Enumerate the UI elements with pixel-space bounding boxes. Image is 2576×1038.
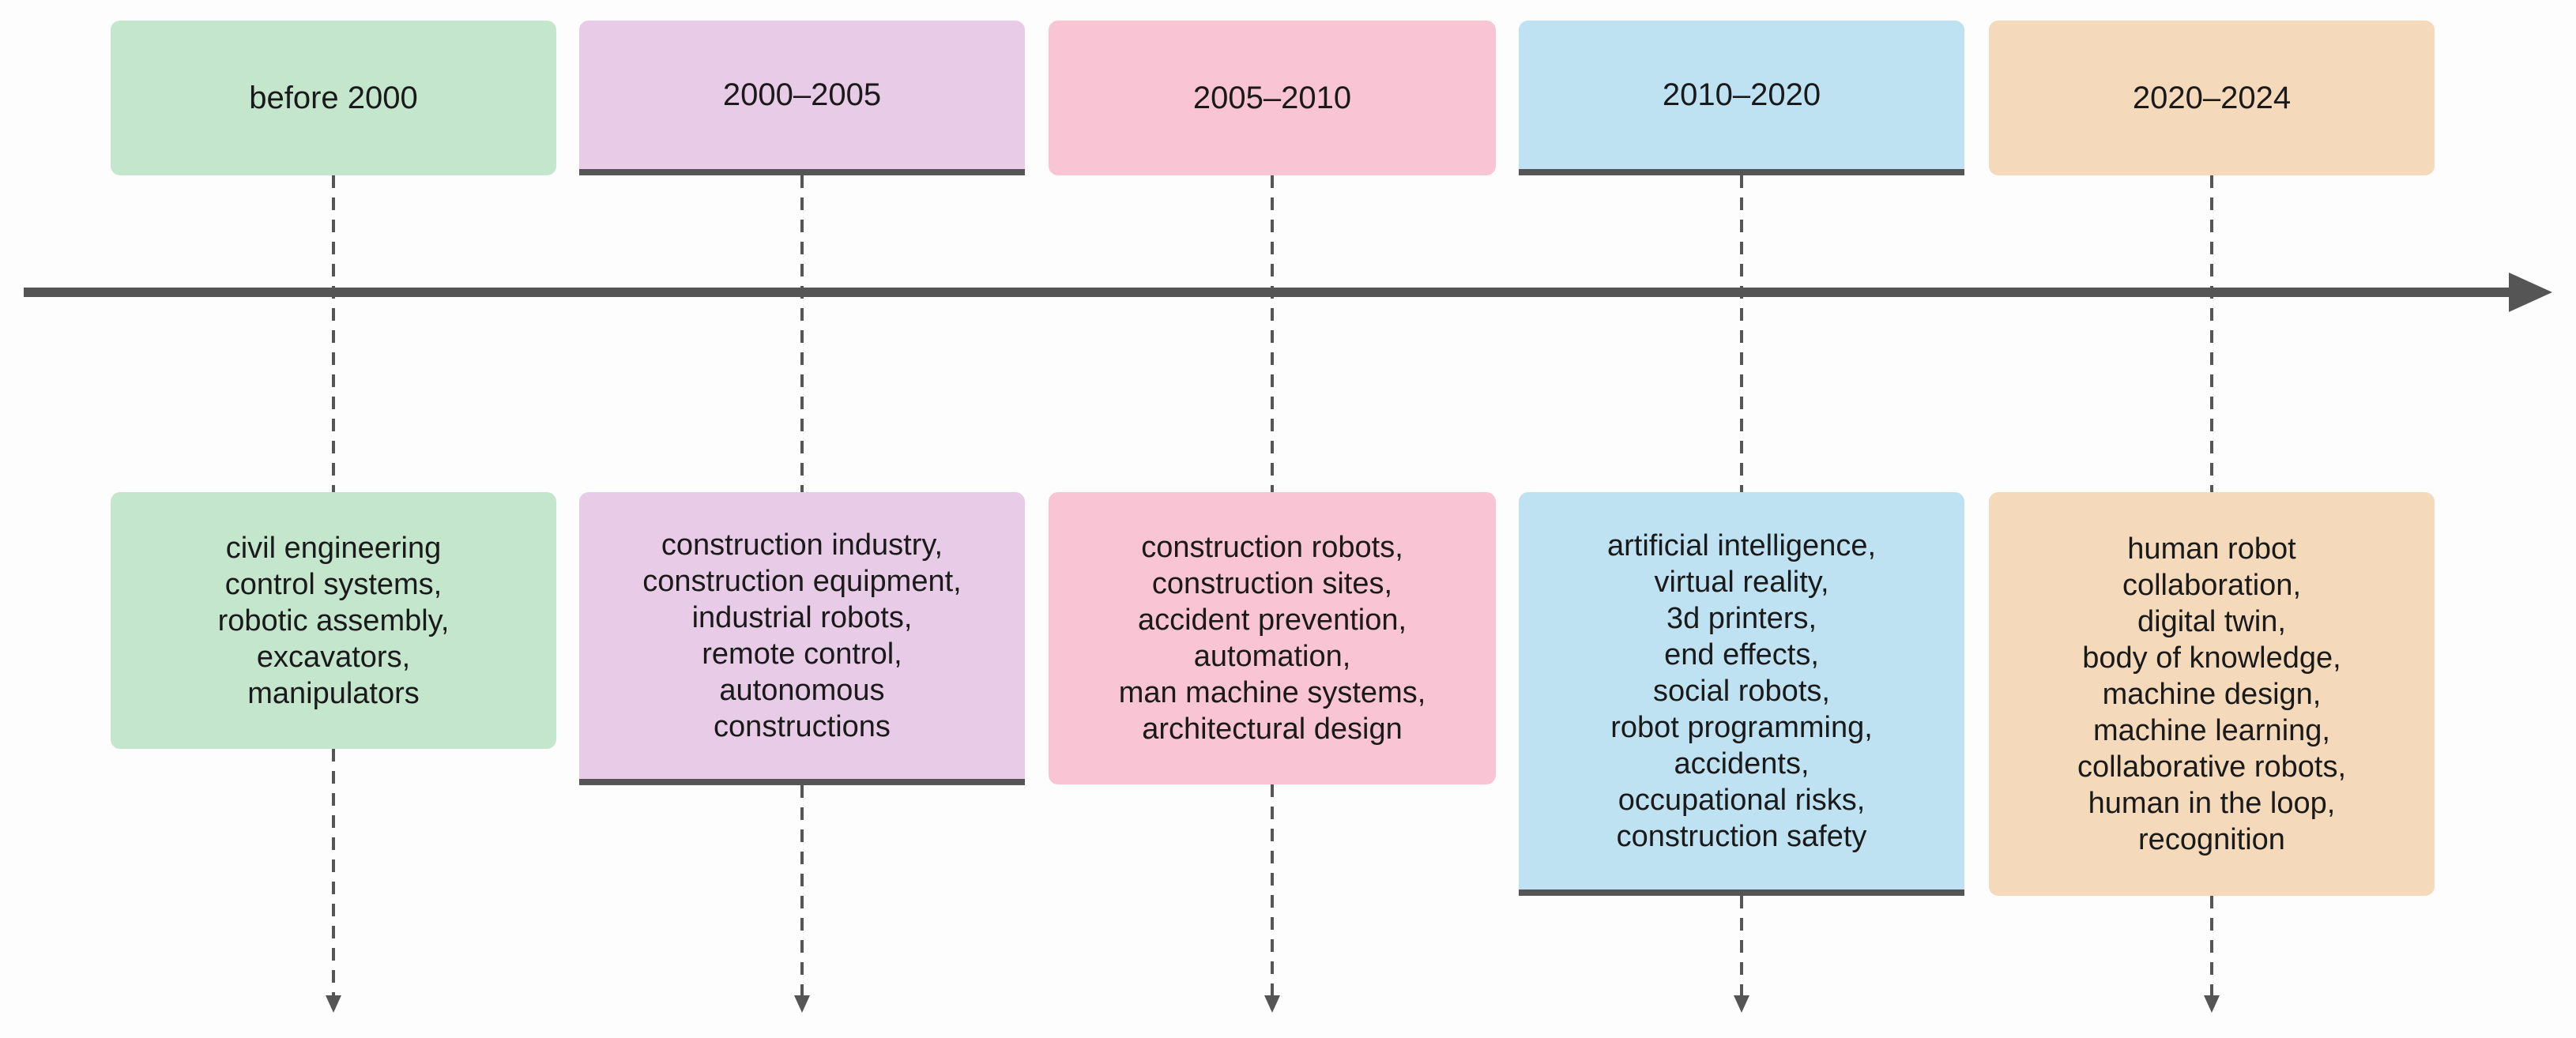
keyword-item: automation,: [1193, 640, 1351, 673]
keyword-item: manipulators: [247, 676, 420, 710]
keyword-item: accidents,: [1674, 747, 1810, 780]
keyword-list: construction robots, construction sites, a…: [1119, 529, 1426, 747]
keywords-box-2000-2005: construction industry, construction equip…: [579, 492, 1025, 785]
keywords-box-2020-2024: human robot collaboration, digital twin, bo…: [1989, 492, 2435, 896]
keywords-box-before-2000: civil engineering control systems, robotic…: [111, 492, 556, 749]
keyword-item: human robot: [2127, 532, 2296, 566]
period-label-text: before 2000: [249, 80, 418, 115]
keyword-item: accident prevention,: [1137, 604, 1407, 637]
keyword-item: construction equipment,: [642, 564, 962, 598]
period-label-2010-2020: 2010–2020: [1519, 21, 1964, 175]
down-arrow-icon: [326, 995, 341, 1013]
keyword-item: robot programming,: [1610, 710, 1873, 744]
keyword-item: construction sites,: [1151, 567, 1393, 600]
keyword-item: human in the loop,: [2088, 786, 2336, 820]
period-label-text: 2000–2005: [722, 77, 882, 112]
keyword-item: collaborative robots,: [2077, 750, 2347, 784]
keyword-item: artificial intelligence,: [1606, 528, 1877, 562]
down-arrow-icon: [1264, 995, 1280, 1013]
keyword-item: virtual reality,: [1654, 565, 1829, 599]
keyword-item: machine learning,: [2093, 713, 2330, 747]
keyword-item: civil engineering: [225, 531, 442, 565]
keyword-item: end effects,: [1664, 637, 1819, 671]
period-label-2000-2005: 2000–2005: [579, 21, 1025, 175]
period-label-text: 2020–2024: [2132, 80, 2292, 115]
keyword-item: construction safety: [1616, 819, 1867, 853]
keyword-item: excavators,: [256, 640, 411, 674]
keywords-box-2005-2010: construction robots, construction sites, a…: [1049, 492, 1496, 784]
keyword-list: human robot collaboration, digital twin, bo…: [2077, 531, 2346, 858]
keyword-item: construction industry,: [661, 528, 943, 562]
keyword-item: construction robots,: [1141, 531, 1403, 564]
connectors: [326, 175, 2220, 1013]
timeline-axis-arrowhead-icon: [2509, 273, 2552, 312]
down-arrow-icon: [794, 995, 810, 1013]
keyword-item: man machine systems,: [1118, 676, 1426, 709]
down-arrow-icon: [2204, 995, 2220, 1013]
keyword-item: remote control,: [702, 637, 902, 671]
period-label-text: 2010–2020: [1662, 77, 1821, 112]
period-label-2005-2010: 2005–2010: [1049, 21, 1496, 175]
keywords-box-2010-2020: artificial intelligence, virtual reality,…: [1519, 492, 1964, 896]
keyword-item: digital twin,: [2137, 604, 2286, 638]
keyword-item: control systems,: [224, 567, 443, 601]
down-arrow-icon: [1734, 995, 1749, 1013]
keyword-item: collaboration,: [2122, 568, 2302, 602]
keyword-item: machine design,: [2102, 677, 2322, 711]
period-label-before-2000: before 2000: [111, 21, 556, 175]
keyword-list: construction industry, construction equip…: [642, 527, 961, 745]
keyword-list: artificial intelligence, virtual reality,…: [1607, 528, 1876, 855]
period-label-text: 2005–2010: [1192, 80, 1352, 115]
keyword-item: 3d printers,: [1666, 601, 1817, 635]
keyword-item: recognition: [2138, 822, 2285, 856]
period-label-2020-2024: 2020–2024: [1989, 21, 2435, 175]
keyword-item: occupational risks,: [1618, 783, 1866, 817]
keyword-item: body of knowledge,: [2082, 641, 2341, 675]
keyword-item: architectural design: [1142, 713, 1403, 746]
keyword-item: industrial robots,: [691, 600, 913, 634]
keyword-item: constructions: [714, 709, 891, 743]
keyword-item: social robots,: [1653, 674, 1830, 708]
keyword-list: civil engineering control systems, robotic…: [218, 530, 450, 712]
keyword-item: robotic assembly,: [217, 604, 450, 637]
keyword-item: autonomous: [719, 673, 885, 707]
